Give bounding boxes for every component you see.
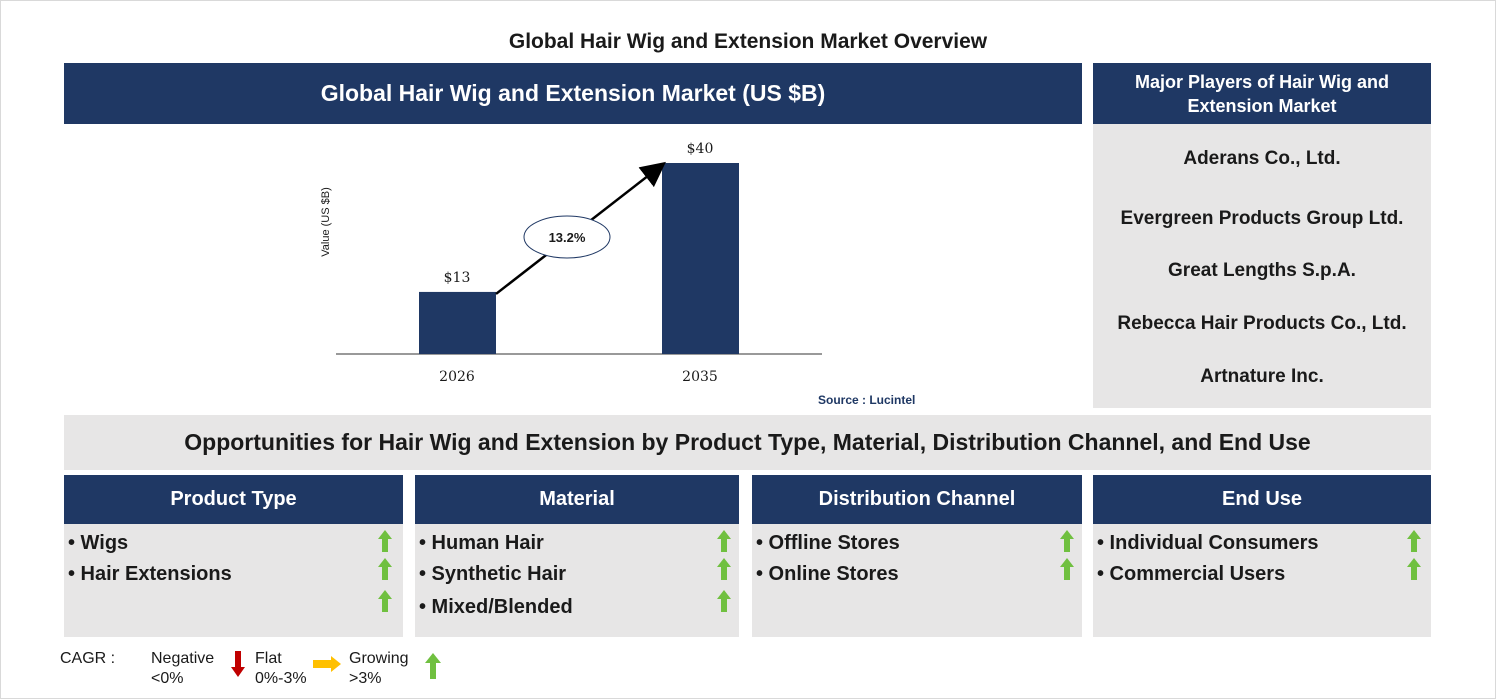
segment-item: • Wigs bbox=[68, 532, 129, 554]
legend-flat: Flat 0%-3% bbox=[255, 649, 307, 689]
legend-negative: Negative <0% bbox=[151, 649, 214, 689]
segment-item: • Commercial Users bbox=[1097, 563, 1286, 585]
bar-2026 bbox=[419, 291, 496, 354]
up-arrow-icon bbox=[717, 590, 731, 612]
segment-body-distribution-channel: • Offline Stores • Online Stores bbox=[752, 524, 1082, 637]
legend-negative-range: <0% bbox=[151, 670, 184, 687]
legend-growing-range: >3% bbox=[349, 670, 382, 687]
up-arrow-icon bbox=[378, 590, 392, 612]
y-axis-label: Value (US $B) bbox=[320, 187, 332, 257]
x-tick-label: 2026 bbox=[439, 369, 475, 385]
segment-header-distribution-channel: Distribution Channel bbox=[752, 475, 1082, 524]
up-arrow-icon bbox=[425, 653, 441, 679]
segment-item: • Individual Consumers bbox=[1097, 532, 1319, 554]
up-arrow-icon bbox=[1407, 530, 1421, 552]
player-item: Evergreen Products Group Ltd. bbox=[1120, 208, 1404, 229]
cagr-ellipse bbox=[523, 215, 611, 259]
player-item: Great Lengths S.p.A. bbox=[1168, 260, 1356, 281]
up-arrow-icon bbox=[1060, 558, 1074, 580]
segment-item: • Online Stores bbox=[756, 563, 899, 585]
players-panel: Aderans Co., Ltd. Evergreen Products Gro… bbox=[1093, 124, 1431, 408]
page-title: Global Hair Wig and Extension Market Ove… bbox=[508, 30, 988, 53]
players-header: Major Players of Hair Wig and Extension … bbox=[1093, 63, 1431, 124]
up-arrow-icon bbox=[717, 530, 731, 552]
up-arrow-icon bbox=[1060, 530, 1074, 552]
player-item: Artnature Inc. bbox=[1200, 366, 1324, 387]
segment-body-end-use: • Individual Consumers • Commercial User… bbox=[1093, 524, 1431, 637]
segment-header-end-use: End Use bbox=[1093, 475, 1431, 524]
cagr-label: 13.2% bbox=[549, 230, 586, 245]
segment-item: • Offline Stores bbox=[756, 532, 900, 554]
segment-body-product-type: • Wigs • Hair Extensions bbox=[64, 524, 403, 637]
segment-item: • Hair Extensions bbox=[68, 563, 232, 585]
segment-item: • Synthetic Hair bbox=[419, 563, 567, 585]
legend-growing-label: Growing bbox=[349, 650, 409, 667]
segment-item: • Human Hair bbox=[419, 532, 544, 554]
up-arrow-icon bbox=[378, 558, 392, 580]
legend-flat-label: Flat bbox=[255, 650, 282, 667]
segment-header-product-type: Product Type bbox=[64, 475, 403, 524]
player-item: Rebecca Hair Products Co., Ltd. bbox=[1117, 313, 1407, 334]
opportunities-banner: Opportunities for Hair Wig and Extension… bbox=[64, 415, 1431, 470]
legend-flat-range: 0%-3% bbox=[255, 670, 307, 687]
segment-item: • Mixed/Blended bbox=[419, 596, 573, 618]
segment-body-material: • Human Hair • Synthetic Hair • Mixed/Bl… bbox=[415, 524, 739, 637]
up-arrow-icon bbox=[1407, 558, 1421, 580]
up-arrow-icon bbox=[717, 558, 731, 580]
up-arrow-icon bbox=[378, 530, 392, 552]
segment-header-material: Material bbox=[415, 475, 739, 524]
bar-value-label: $13 bbox=[444, 270, 471, 286]
chart-header: Global Hair Wig and Extension Market (US… bbox=[64, 63, 1082, 124]
legend-growing: Growing >3% bbox=[349, 649, 409, 689]
bar-chart: Value (US $B) $13 $40 2026 2035 13.2% bbox=[320, 141, 822, 385]
source-note: Source : Lucintel bbox=[818, 393, 916, 407]
bar-value-label: $40 bbox=[687, 141, 714, 157]
bar-2035 bbox=[662, 163, 739, 354]
x-tick-label: 2035 bbox=[682, 369, 718, 385]
down-arrow-icon bbox=[231, 651, 245, 677]
legend-cagr-label: CAGR : bbox=[60, 650, 116, 667]
player-item: Aderans Co., Ltd. bbox=[1183, 148, 1341, 169]
right-arrow-icon bbox=[313, 656, 341, 672]
legend-negative-label: Negative bbox=[151, 650, 215, 667]
